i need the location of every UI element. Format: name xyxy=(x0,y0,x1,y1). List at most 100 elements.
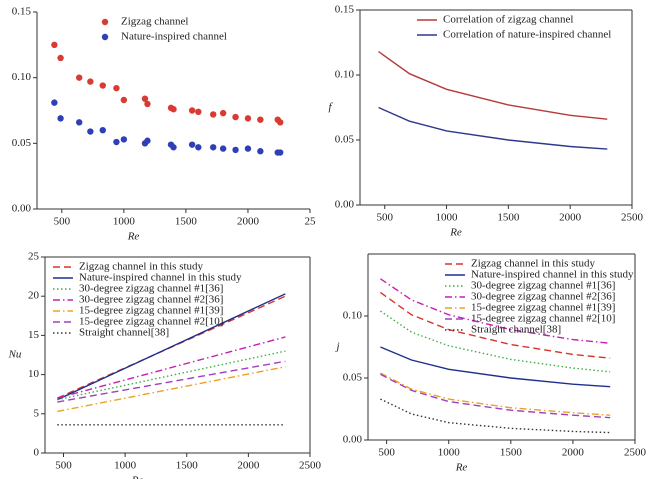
point xyxy=(51,99,58,106)
y-axis-label: j xyxy=(334,341,339,353)
x-axis-label: Re xyxy=(449,227,462,239)
line xyxy=(57,293,286,401)
point xyxy=(87,78,94,85)
y-tick-label: 15 xyxy=(28,329,40,341)
y-tick-label: 10 xyxy=(28,368,40,380)
point xyxy=(75,119,83,126)
y-tick-label: 5 xyxy=(34,407,40,419)
point xyxy=(232,146,239,154)
point xyxy=(257,116,264,123)
y-axis-label: Nu xyxy=(8,349,22,361)
point xyxy=(113,84,120,92)
point xyxy=(87,128,94,135)
legend-label: 30-degree zigzag channel #1[36] xyxy=(79,283,223,295)
y-tick-label: 0.15 xyxy=(335,4,355,16)
y-tick-label: 0 xyxy=(34,447,40,459)
line xyxy=(57,336,286,399)
y-tick-label: 0.00 xyxy=(12,203,32,215)
x-tick-label: 2000 xyxy=(559,212,582,224)
legend-label: 15-degree zigzag channel #1[39] xyxy=(79,305,223,317)
x-tick-label: 25 xyxy=(305,216,317,228)
line xyxy=(378,51,608,120)
point xyxy=(120,96,128,104)
x-tick-label: 1000 xyxy=(438,447,461,459)
legend-label: Nature-inspired channel xyxy=(121,31,227,43)
legend-label: 15-degree zigzag channel #2[10] xyxy=(79,316,223,328)
line xyxy=(380,372,611,416)
x-tick-label: 1000 xyxy=(114,460,137,472)
point xyxy=(170,105,177,113)
y-tick-label: 0.10 xyxy=(335,69,355,81)
legend-label: Zigzag channel in this study xyxy=(471,258,596,270)
point xyxy=(144,100,151,108)
y-tick-label: 0.05 xyxy=(12,137,32,149)
legend-label: 15-degree zigzag channel #1[39] xyxy=(471,302,615,314)
legend-label: Nature-inspired channel in this study xyxy=(79,272,242,284)
line xyxy=(380,278,611,344)
point xyxy=(188,141,196,148)
x-tick-label: 2500 xyxy=(621,212,644,224)
x-tick-label: 500 xyxy=(54,216,71,228)
point xyxy=(195,144,202,151)
point xyxy=(244,115,252,122)
x-tick-label: 2500 xyxy=(299,460,322,472)
legend-label: Straight channel[38] xyxy=(471,324,561,336)
line xyxy=(380,373,611,419)
x-tick-label: 2000 xyxy=(237,460,260,472)
point xyxy=(219,109,227,117)
line xyxy=(57,366,286,413)
x-tick-label: 500 xyxy=(376,212,393,224)
legend-label: 30-degree zigzag channel #2[36] xyxy=(79,294,223,306)
legend-marker xyxy=(101,18,109,26)
x-tick-label: 1500 xyxy=(500,447,523,459)
point xyxy=(51,41,58,49)
y-tick-label: 0.00 xyxy=(335,199,355,211)
y-axis-label: f xyxy=(328,101,333,113)
x-axis-label: Re xyxy=(455,462,468,474)
line xyxy=(57,350,286,401)
point xyxy=(99,127,106,134)
x-axis-label: Re xyxy=(131,475,144,479)
y-tick-label: 0.10 xyxy=(12,71,32,83)
legend-label: Zigzag channel in this study xyxy=(79,261,204,273)
point xyxy=(232,113,239,121)
x-tick-label: 1000 xyxy=(436,212,459,224)
point xyxy=(257,148,264,155)
line xyxy=(57,360,286,403)
line xyxy=(380,291,611,359)
legend-label: 15-degree zigzag channel #2[10] xyxy=(471,313,615,325)
point xyxy=(99,82,106,89)
legend-label: Correlation of zigzag channel xyxy=(443,14,573,26)
point xyxy=(75,74,83,81)
x-tick-label: 1500 xyxy=(175,216,198,228)
legend-label: 30-degree zigzag channel #2[36] xyxy=(471,291,615,303)
point xyxy=(113,138,120,146)
point xyxy=(277,119,284,126)
x-tick-label: 500 xyxy=(378,447,395,459)
x-tick-label: 1500 xyxy=(176,460,199,472)
y-tick-label: 25 xyxy=(28,251,40,263)
legend-label: Straight channel[38] xyxy=(79,327,169,339)
y-tick-label: 0.15 xyxy=(12,6,32,18)
y-tick-label: 0.00 xyxy=(343,434,363,446)
point xyxy=(170,144,177,151)
line xyxy=(380,398,611,434)
point xyxy=(210,111,217,118)
point xyxy=(277,149,284,156)
y-tick-label: 0.10 xyxy=(343,310,363,322)
point xyxy=(144,137,151,144)
point xyxy=(57,54,64,62)
x-tick-label: 500 xyxy=(55,460,72,472)
line xyxy=(378,106,608,150)
x-tick-label: 2000 xyxy=(562,447,585,459)
point xyxy=(188,107,196,114)
line xyxy=(380,346,611,388)
line xyxy=(380,310,611,373)
y-tick-label: 0.05 xyxy=(335,134,355,146)
legend-label: Correlation of nature-inspired channel xyxy=(443,29,611,41)
legend-marker xyxy=(101,33,109,41)
x-tick-label: 2000 xyxy=(237,216,260,228)
legend-label: Zigzag channel xyxy=(121,16,189,28)
point xyxy=(195,108,202,116)
point xyxy=(120,136,128,143)
